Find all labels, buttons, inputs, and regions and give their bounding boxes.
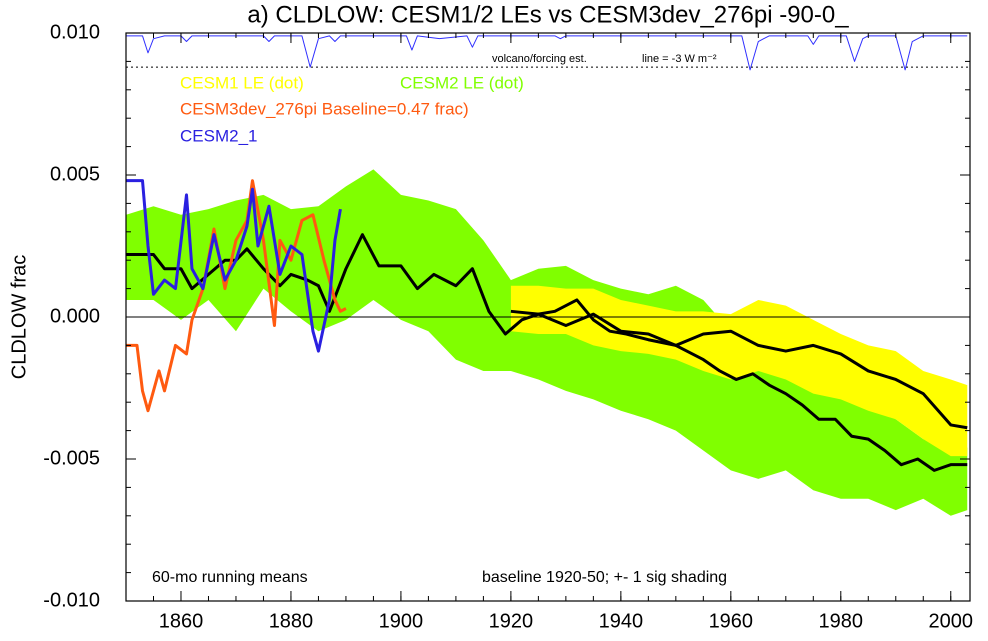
- ensemble-mean-line: [126, 233, 968, 472]
- volcano-line: [126, 35, 968, 71]
- legend-entry: CESM1 LE (dot): [180, 73, 304, 92]
- x-tick-label: 2000: [929, 610, 974, 632]
- y-tick-label: 0.000: [50, 305, 100, 327]
- spread-band: [510, 285, 968, 457]
- annotation: baseline 1920-50; +- 1 sig shading: [482, 569, 727, 586]
- x-tick-label: 1880: [269, 610, 314, 632]
- annotation: 60-mo running means: [152, 569, 308, 586]
- y-tick-label: 0.005: [50, 163, 100, 185]
- x-tick-label: 1860: [159, 610, 204, 632]
- chart-title: a) CLDLOW: CESM1/2 LEs vs CESM3dev_276pi…: [247, 1, 849, 28]
- x-tick-label: 1900: [379, 610, 424, 632]
- legend-entry: CESM2 LE (dot): [400, 73, 524, 92]
- y-tick-label: 0.010: [50, 21, 100, 43]
- y-tick-label: -0.010: [43, 589, 100, 611]
- x-tick-label: 1980: [819, 610, 864, 632]
- ensemble-mean-line: [510, 309, 968, 430]
- x-tick-label: 1940: [599, 610, 644, 632]
- annotation: volcano/forcing est.: [492, 53, 587, 65]
- series-line: [126, 179, 342, 353]
- x-tick-label: 1920: [489, 610, 534, 632]
- spread-band: [126, 169, 968, 516]
- series-line: [126, 179, 347, 413]
- legend-entry: CESM2_1: [180, 126, 257, 145]
- annotation: line = -3 W m⁻²: [642, 53, 717, 65]
- legend-entry: CESM3dev_276pi Baseline=0.47 frac): [180, 99, 469, 118]
- x-tick-label: 1960: [709, 610, 754, 632]
- y-axis-label: CLDLOW frac: [8, 255, 30, 379]
- y-tick-label: -0.005: [43, 447, 100, 469]
